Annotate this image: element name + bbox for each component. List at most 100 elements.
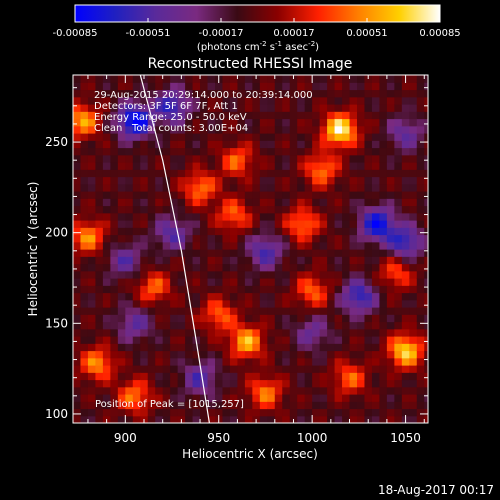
- heatmap-cell: [401, 256, 410, 265]
- heatmap-cell: [125, 292, 134, 301]
- heatmap-cell: [147, 198, 156, 207]
- heatmap-cell: [132, 111, 141, 120]
- heatmap-cell: [289, 198, 298, 207]
- heatmap-cell: [274, 307, 283, 315]
- heatmap-cell: [357, 386, 366, 395]
- heatmap-cell: [297, 198, 306, 207]
- heatmap-cell: [102, 365, 111, 373]
- heatmap-cell: [185, 169, 194, 178]
- heatmap-cell: [349, 183, 358, 192]
- heatmap-cell: [147, 285, 156, 294]
- heatmap-cell: [117, 336, 126, 344]
- heatmap-cell: [125, 307, 134, 315]
- heatmap-cell: [386, 379, 395, 388]
- heatmap-cell: [87, 336, 97, 344]
- heatmap-cell: [155, 357, 164, 366]
- heatmap-cell: [117, 365, 126, 373]
- heatmap-cell: [349, 263, 358, 272]
- heatmap-cell: [229, 408, 239, 417]
- heatmap-cell: [244, 169, 253, 178]
- heatmap-cell: [267, 82, 276, 91]
- heatmap-cell: [95, 220, 104, 228]
- heatmap-cell: [192, 169, 201, 178]
- heatmap-cell: [237, 379, 246, 388]
- heatmap-cell: [252, 365, 261, 373]
- heatmap-cell: [192, 234, 201, 243]
- y-tick-label: 200: [45, 226, 68, 240]
- heatmap-cell: [140, 292, 149, 301]
- heatmap-cell: [357, 198, 366, 207]
- heatmap-cell: [185, 350, 194, 359]
- heatmap-cell: [327, 140, 336, 149]
- heatmap-cell: [229, 220, 239, 228]
- heatmap-cell: [379, 205, 388, 214]
- heatmap-cell: [155, 386, 164, 395]
- heatmap-cell: [110, 104, 119, 112]
- heatmap-cell: [312, 299, 321, 308]
- heatmap-cell: [394, 321, 403, 330]
- heatmap-cell: [185, 212, 194, 221]
- heatmap-cell: [117, 118, 126, 127]
- heatmap-cell: [394, 343, 403, 352]
- heatmap-cell: [334, 278, 343, 286]
- heatmap-cell: [327, 147, 336, 156]
- heatmap-cell: [170, 191, 179, 199]
- heatmap-cell: [140, 336, 149, 344]
- heatmap-cell: [125, 140, 134, 149]
- heatmap-cell: [267, 336, 276, 344]
- heatmap-cell: [267, 227, 276, 236]
- heatmap-cell: [87, 408, 97, 417]
- heatmap-cell: [95, 162, 104, 170]
- heatmap-cell: [147, 379, 156, 388]
- heatmap-cell: [117, 162, 126, 170]
- heatmap-cell: [282, 104, 291, 112]
- heatmap-cell: [319, 292, 328, 301]
- heatmap-cell: [215, 408, 224, 417]
- clean-text: Clean: [94, 123, 122, 134]
- heatmap-cell: [371, 307, 381, 315]
- heatmap-cell: [274, 350, 283, 359]
- heatmap-cell: [237, 365, 246, 373]
- heatmap-cell: [162, 263, 171, 272]
- heatmap-cell: [117, 183, 126, 192]
- heatmap-cell: [237, 307, 246, 315]
- heatmap-cell: [162, 227, 171, 236]
- heatmap-cell: [207, 408, 216, 417]
- heatmap-cell: [207, 96, 216, 105]
- heatmap-cell: [200, 125, 209, 134]
- heatmap-cell: [416, 408, 425, 417]
- heatmap-cell: [222, 314, 231, 323]
- heatmap-cell: [95, 386, 104, 395]
- heatmap-cell: [229, 162, 239, 170]
- heatmap-cell: [102, 321, 111, 330]
- heatmap-cell: [192, 270, 201, 279]
- heatmap-cell: [386, 169, 395, 178]
- heatmap-cell: [147, 82, 156, 91]
- heatmap-cell: [125, 89, 134, 98]
- heatmap-cell: [73, 314, 82, 323]
- heatmap-cell: [259, 263, 268, 272]
- heatmap-cell: [394, 307, 403, 315]
- heatmap-cell: [117, 299, 126, 308]
- heatmap-cell: [125, 234, 134, 243]
- heatmap-cell: [364, 343, 373, 352]
- heatmap-cell: [424, 379, 428, 388]
- heatmap-cell: [409, 401, 418, 410]
- heatmap-cell: [282, 278, 291, 286]
- heatmap-cell: [342, 256, 351, 265]
- heatmap-cell: [289, 191, 298, 199]
- heatmap-cell: [312, 111, 321, 120]
- heatmap-cell: [147, 401, 156, 410]
- heatmap-cell: [289, 82, 298, 91]
- x-tick-label: 1050: [390, 431, 421, 445]
- heatmap-cell: [222, 111, 231, 120]
- heatmap-cell: [147, 140, 156, 149]
- heatmap-cell: [349, 307, 358, 315]
- heatmap-cell: [237, 350, 246, 359]
- heatmap-cell: [237, 96, 246, 105]
- heatmap-cell: [73, 285, 82, 294]
- heatmap-cell: [304, 350, 313, 359]
- heatmap-cell: [327, 212, 336, 221]
- heatmap-cell: [207, 118, 216, 127]
- heatmap-cell: [357, 292, 366, 301]
